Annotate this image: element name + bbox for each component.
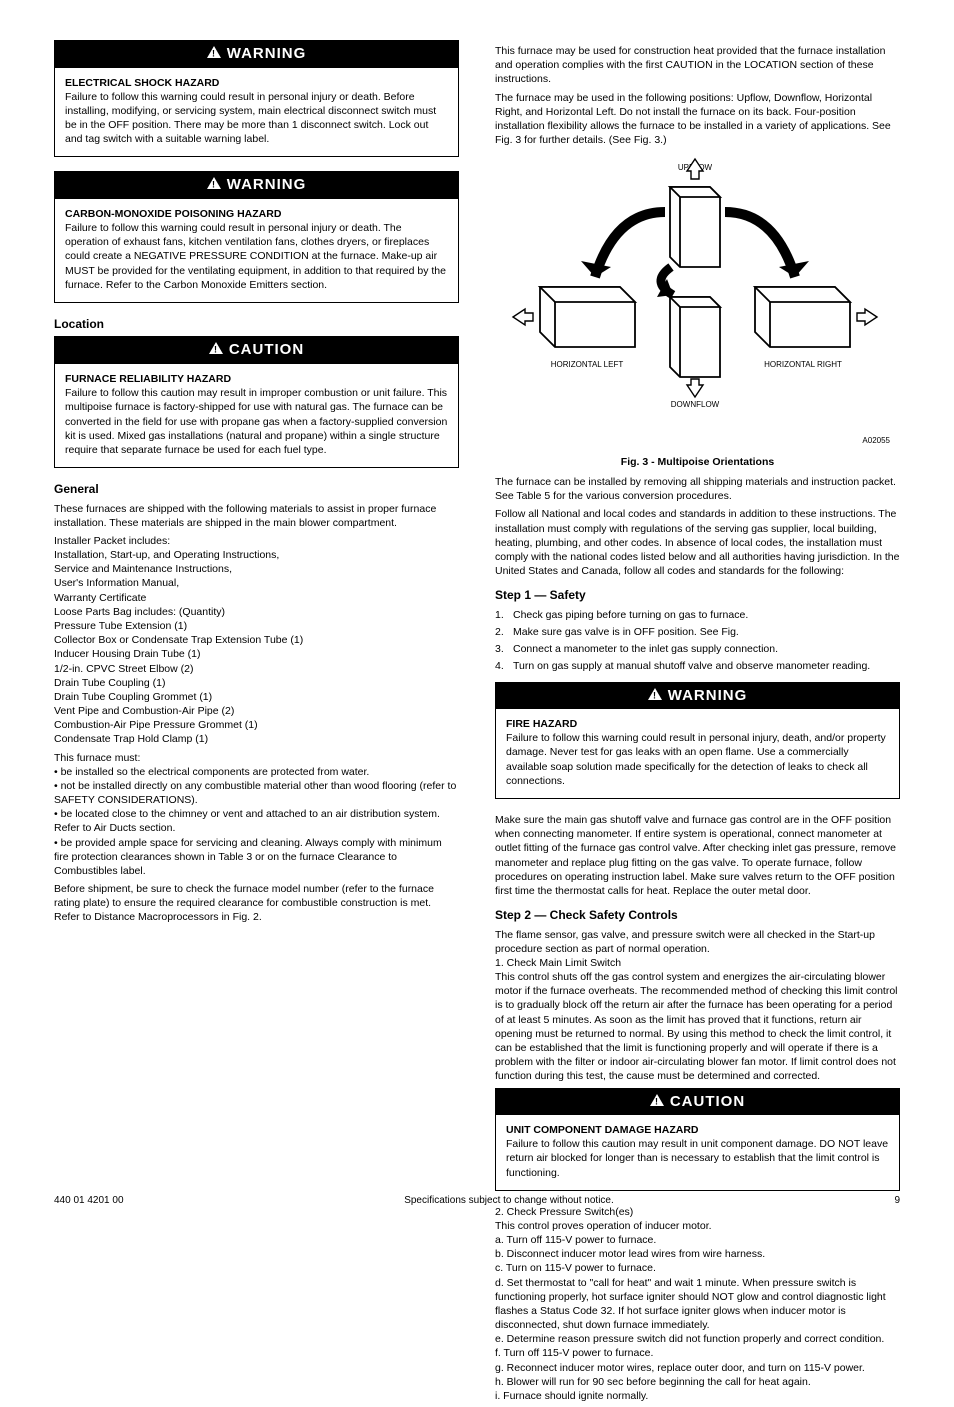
- svg-text:!: !: [653, 690, 657, 700]
- step-4: Turn on gas supply at manual shutoff val…: [513, 659, 900, 673]
- caution-box-2: ! CAUTION UNIT COMPONENT DAMAGE HAZARD F…: [495, 1088, 900, 1191]
- step-row: 4.Turn on gas supply at manual shutoff v…: [495, 659, 900, 673]
- step2-title: Step 2 — Check Safety Controls: [495, 908, 900, 924]
- caution-1-body: FURNACE RELIABILITY HAZARD Failure to fo…: [55, 364, 458, 467]
- warning-box-1: ! WARNING ELECTRICAL SHOCK HAZARD Failur…: [54, 40, 459, 157]
- warning-icon: !: [207, 175, 221, 195]
- below-figure-text: Follow all National and local codes and …: [495, 507, 900, 578]
- caution-2-label: CAUTION: [670, 1093, 745, 1110]
- warning-icon: !: [648, 686, 662, 706]
- svg-text:!: !: [212, 49, 216, 59]
- caution-icon: !: [209, 340, 223, 360]
- after-figure-text: The furnace can be installed by removing…: [495, 475, 900, 503]
- caution-2-text: Failure to follow this caution may resul…: [506, 1138, 888, 1178]
- step-row: 1.Check gas piping before turning on gas…: [495, 608, 900, 622]
- downflow-label: DOWNFLOW: [671, 400, 720, 409]
- warning-3-text: Failure to follow this warning could res…: [506, 732, 886, 787]
- caution-2-header: ! CAUTION: [496, 1089, 899, 1116]
- caution-box-1: ! CAUTION FURNACE RELIABILITY HAZARD Fai…: [54, 336, 459, 468]
- svg-text:!: !: [655, 1096, 659, 1106]
- right-intro-2: The furnace may be used in the following…: [495, 91, 900, 148]
- step-row: 2.Make sure gas valve is in OFF position…: [495, 625, 900, 639]
- caution-icon: !: [650, 1092, 664, 1112]
- page-footer: 440 01 4201 00 Specifications subject to…: [54, 1194, 900, 1207]
- svg-text:!: !: [214, 345, 218, 355]
- caution-1-label: CAUTION: [229, 341, 304, 358]
- warning-2-header: ! WARNING: [55, 172, 458, 199]
- caution-1-text: Failure to follow this caution may resul…: [65, 387, 447, 456]
- page-root: ! WARNING ELECTRICAL SHOCK HAZARD Failur…: [0, 0, 954, 1235]
- general-body-1: These furnaces are shipped with the foll…: [54, 502, 459, 530]
- general-body-2: This furnace must: • be installed so the…: [54, 751, 459, 879]
- caution-1-title: FURNACE RELIABILITY HAZARD: [65, 373, 231, 385]
- svg-text:!: !: [212, 180, 216, 190]
- warning-1-text: Failure to follow this warning could res…: [65, 91, 436, 146]
- figure-caption: Fig. 3 - Multipoise Orientations: [495, 456, 900, 470]
- caution-2-title: UNIT COMPONENT DAMAGE HAZARD: [506, 1124, 699, 1136]
- warning-3-header: ! WARNING: [496, 683, 899, 710]
- step-3: Connect a manometer to the inlet gas sup…: [513, 642, 900, 656]
- footer-left: 440 01 4201 00: [54, 1194, 124, 1207]
- warning-1-label: WARNING: [227, 45, 307, 62]
- general-list: Installer Packet includes: Installation,…: [54, 534, 459, 747]
- step-1: Check gas piping before turning on gas t…: [513, 608, 900, 622]
- horiz-right-label: HORIZONTAL RIGHT: [764, 360, 842, 369]
- warning-box-2: ! WARNING CARBON-MONOXIDE POISONING HAZA…: [54, 171, 459, 303]
- warning-2-text: Failure to follow this warning could res…: [65, 222, 446, 291]
- horiz-left-label: HORIZONTAL LEFT: [551, 360, 624, 369]
- multipoise-diagram: UPFLOW DOWNFLOW: [495, 157, 895, 447]
- caution-2-body: UNIT COMPONENT DAMAGE HAZARD Failure to …: [496, 1115, 899, 1190]
- location-title: Location: [54, 317, 459, 333]
- footer-page: 9: [894, 1194, 900, 1207]
- warning-3-title: FIRE HAZARD: [506, 718, 577, 730]
- warning-3-label: WARNING: [668, 687, 748, 704]
- warning-icon: !: [207, 44, 221, 64]
- general-title: General: [54, 482, 459, 498]
- warning-2-title: CARBON-MONOXIDE POISONING HAZARD: [65, 208, 281, 220]
- figure-code: A02055: [862, 436, 890, 445]
- figure-3: UPFLOW DOWNFLOW: [495, 157, 900, 469]
- footer-center: Specifications subject to change without…: [404, 1194, 614, 1207]
- step-2: Make sure gas valve is in OFF position. …: [513, 625, 900, 639]
- warning-2-label: WARNING: [227, 176, 307, 193]
- warning-box-3: ! WARNING FIRE HAZARD Failure to follow …: [495, 682, 900, 799]
- warning-1-header: ! WARNING: [55, 41, 458, 68]
- step2-body: The flame sensor, gas valve, and pressur…: [495, 928, 900, 1084]
- general-body-3: Before shipment, be sure to check the fu…: [54, 882, 459, 925]
- step-row: 3.Connect a manometer to the inlet gas s…: [495, 642, 900, 656]
- right-intro-1: This furnace may be used for constructio…: [495, 44, 900, 87]
- warning-1-body: ELECTRICAL SHOCK HAZARD Failure to follo…: [55, 68, 458, 157]
- tail-text: 2. Check Pressure Switch(es) This contro…: [495, 1205, 900, 1403]
- after-warning3: Make sure the main gas shutoff valve and…: [495, 813, 900, 898]
- warning-2-body: CARBON-MONOXIDE POISONING HAZARD Failure…: [55, 199, 458, 302]
- caution-1-header: ! CAUTION: [55, 337, 458, 364]
- step1-title: Step 1 — Safety: [495, 588, 900, 604]
- warning-3-body: FIRE HAZARD Failure to follow this warni…: [496, 709, 899, 798]
